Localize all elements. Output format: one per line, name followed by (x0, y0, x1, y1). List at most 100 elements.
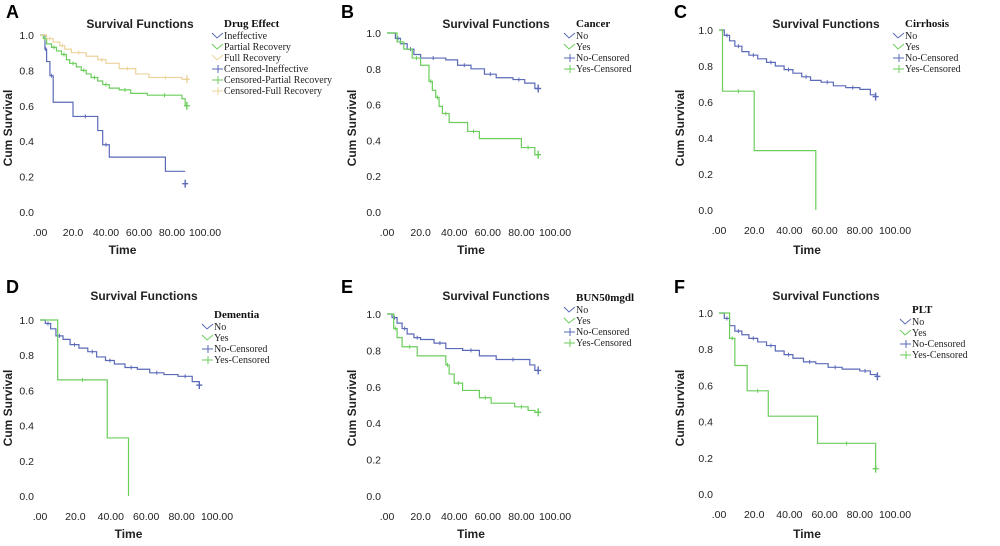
y-tick-label: 0.4 (366, 418, 381, 430)
x-tick-label: 100.00 (879, 225, 911, 237)
survival-curve-yes (387, 313, 539, 413)
legend-line-swatch (892, 32, 905, 39)
y-axis-title: Cum Survival (673, 370, 687, 447)
survival-curve-no (719, 29, 876, 96)
legend-label: Yes (576, 316, 591, 327)
panel-a: A Survival Functions Cum Survival Time 0.0 0.… (1, 2, 332, 257)
x-tick-label: .00 (33, 227, 48, 239)
y-tick-label: 1.0 (366, 309, 381, 321)
x-tick-label: 60.00 (133, 511, 159, 523)
x-tick-label: 20.0 (410, 511, 431, 523)
legend-title: Cancer (576, 18, 610, 30)
y-tick-label: 1.0 (698, 308, 713, 320)
x-tick-label: 100.00 (539, 227, 571, 239)
x-axis-title: Time (457, 527, 485, 541)
panel-letter: A (6, 2, 19, 22)
legend-label: No (576, 31, 588, 42)
legend-label: Yes-Censored (576, 338, 632, 349)
y-tick-label: 0.4 (366, 135, 381, 147)
legend-label: Yes-Censored (214, 355, 270, 366)
x-tick-label: 40.00 (776, 225, 802, 237)
x-axis-title: Time (115, 527, 143, 541)
x-tick-label: 20.0 (410, 227, 431, 239)
legend-label: Censored-Partial Recovery (224, 75, 332, 86)
y-tick-label: 0.6 (366, 382, 381, 394)
y-axis-title: Cum Survival (345, 370, 359, 447)
legend-line-swatch (899, 318, 912, 325)
x-tick-label: 40.00 (98, 511, 124, 523)
y-tick-label: 0.0 (698, 205, 713, 217)
legend-title: Cirrhosis (905, 18, 950, 30)
y-tick-label: 0.0 (366, 207, 381, 219)
survival-curve-no (40, 319, 200, 383)
x-tick-label: 40.00 (441, 511, 467, 523)
legend-label: No-Censored (912, 339, 965, 350)
x-tick-label: 100.00 (539, 511, 571, 523)
x-tick-label: .00 (712, 225, 727, 237)
y-tick-label: 0.6 (19, 101, 34, 113)
legend-line-swatch (563, 306, 576, 313)
y-tick-label: 0.0 (19, 491, 34, 503)
y-tick-label: 0.2 (366, 455, 381, 467)
legend-line-swatch (211, 32, 224, 39)
panel-b: B Survival Functions Cum Survival Time 0.0 0.… (341, 2, 632, 257)
legend-label: Yes-Censored (912, 350, 968, 361)
panel-letter: C (674, 2, 687, 22)
y-tick-label: 0.8 (19, 65, 34, 77)
legend-label: Full Recovery (224, 53, 281, 64)
y-tick-label: 0.6 (366, 100, 381, 112)
survival-curve-no (387, 32, 539, 90)
legend-label: Yes (214, 333, 229, 344)
x-tick-label: 60.00 (475, 511, 501, 523)
legend-label: Partial Recovery (224, 42, 291, 53)
x-tick-label: .00 (33, 511, 48, 523)
legend-label: Censored-Full Recovery (224, 86, 322, 97)
legend-line-swatch (211, 43, 224, 50)
x-tick-label: 60.00 (811, 225, 837, 237)
x-axis-title: Time (457, 243, 485, 257)
legend-label: No (576, 305, 588, 316)
x-tick-label: .00 (380, 511, 395, 523)
legend-label: Yes (576, 42, 591, 53)
legend-label: Yes-Censored (576, 64, 632, 75)
y-tick-label: 0.0 (366, 491, 381, 503)
x-tick-label: 20.0 (744, 225, 765, 237)
x-tick-label: 80.00 (508, 227, 534, 239)
x-tick-label: 80.00 (168, 511, 194, 523)
legend-line-swatch (201, 323, 214, 330)
y-axis-title: Cum Survival (1, 90, 15, 167)
legend-label: Yes (912, 328, 927, 339)
x-tick-label: 60.00 (126, 227, 152, 239)
panel-letter: B (341, 2, 354, 22)
y-tick-label: 0.4 (698, 133, 713, 145)
chart-title: Survival Functions (442, 17, 550, 31)
panel-letter: F (674, 277, 685, 297)
legend-line-swatch (211, 54, 224, 61)
legend-label: No-Censored (905, 53, 958, 64)
y-tick-label: 0.2 (366, 171, 381, 183)
legend-label: No (214, 322, 226, 333)
x-tick-label: 60.00 (475, 227, 501, 239)
legend-label: No (912, 317, 924, 328)
y-axis-title: Cum Survival (673, 90, 687, 167)
survival-curve-no (387, 313, 539, 372)
y-tick-label: 0.4 (19, 136, 34, 148)
x-tick-label: 80.00 (508, 511, 534, 523)
x-tick-label: 100.00 (201, 511, 233, 523)
x-tick-label: .00 (712, 509, 727, 521)
survival-curve-no (719, 312, 878, 376)
legend-title: Dementia (214, 309, 260, 321)
chart-title: Survival Functions (442, 289, 550, 303)
survival-curve-yes (719, 312, 877, 469)
panel-e: E Survival Functions Cum Survival Time 0.0 0.… (341, 277, 634, 541)
y-tick-label: 0.8 (19, 350, 34, 362)
chart-title: Survival Functions (86, 17, 194, 31)
chart-title: Survival Functions (772, 289, 880, 303)
x-tick-label: 80.00 (847, 509, 873, 521)
x-tick-label: 40.00 (776, 509, 802, 521)
y-tick-label: 0.8 (698, 344, 713, 356)
y-tick-label: 0.0 (19, 207, 34, 219)
